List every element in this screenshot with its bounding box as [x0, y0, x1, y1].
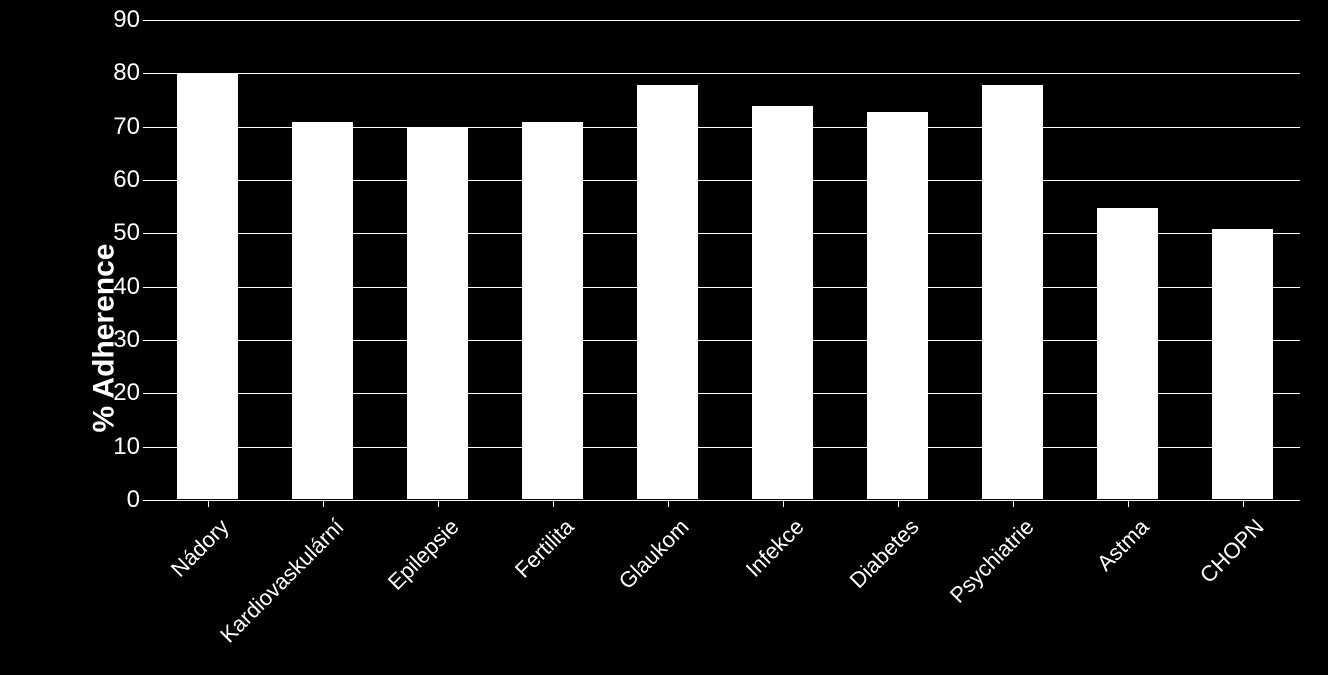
- gridline: [150, 233, 1300, 234]
- x-tick-mark: [668, 500, 669, 507]
- bar: [291, 121, 354, 500]
- bar: [1211, 228, 1274, 500]
- bar: [521, 121, 584, 500]
- y-tick-label: 40: [95, 273, 140, 301]
- y-tick-mark: [143, 233, 150, 234]
- y-tick-mark: [143, 73, 150, 74]
- y-tick-label: 20: [95, 379, 140, 407]
- gridline: [150, 287, 1300, 288]
- adherence-bar-chart: % Adherence 0102030405060708090NádoryKar…: [0, 0, 1328, 675]
- y-tick-label: 30: [95, 326, 140, 354]
- x-tick-mark: [1128, 500, 1129, 507]
- gridline: [150, 180, 1300, 181]
- x-tick-mark: [1243, 500, 1244, 507]
- y-tick-label: 90: [95, 6, 140, 34]
- x-tick-mark: [208, 500, 209, 507]
- x-tick-mark: [783, 500, 784, 507]
- x-tick-mark: [553, 500, 554, 507]
- gridline: [150, 447, 1300, 448]
- gridline: [150, 340, 1300, 341]
- gridline: [150, 127, 1300, 128]
- y-tick-mark: [143, 340, 150, 341]
- bar: [751, 105, 814, 500]
- y-tick-label: 80: [95, 59, 140, 87]
- y-tick-label: 70: [95, 113, 140, 141]
- y-tick-mark: [143, 500, 150, 501]
- x-tick-mark: [438, 500, 439, 507]
- y-tick-mark: [143, 20, 150, 21]
- gridline: [150, 393, 1300, 394]
- x-tick-mark: [1013, 500, 1014, 507]
- x-tick-mark: [323, 500, 324, 507]
- gridline: [150, 20, 1300, 21]
- y-tick-label: 60: [95, 166, 140, 194]
- y-tick-mark: [143, 393, 150, 394]
- y-tick-mark: [143, 447, 150, 448]
- y-tick-mark: [143, 127, 150, 128]
- bar: [866, 111, 929, 500]
- bar: [406, 127, 469, 500]
- x-tick-mark: [898, 500, 899, 507]
- gridline: [150, 73, 1300, 74]
- bar: [981, 84, 1044, 500]
- bar: [1096, 207, 1159, 500]
- bar: [636, 84, 699, 500]
- y-tick-mark: [143, 180, 150, 181]
- plot-area: [150, 20, 1300, 500]
- y-tick-label: 50: [95, 219, 140, 247]
- y-tick-label: 0: [95, 486, 140, 514]
- bars-layer: [150, 20, 1300, 500]
- y-tick-label: 10: [95, 433, 140, 461]
- y-tick-mark: [143, 287, 150, 288]
